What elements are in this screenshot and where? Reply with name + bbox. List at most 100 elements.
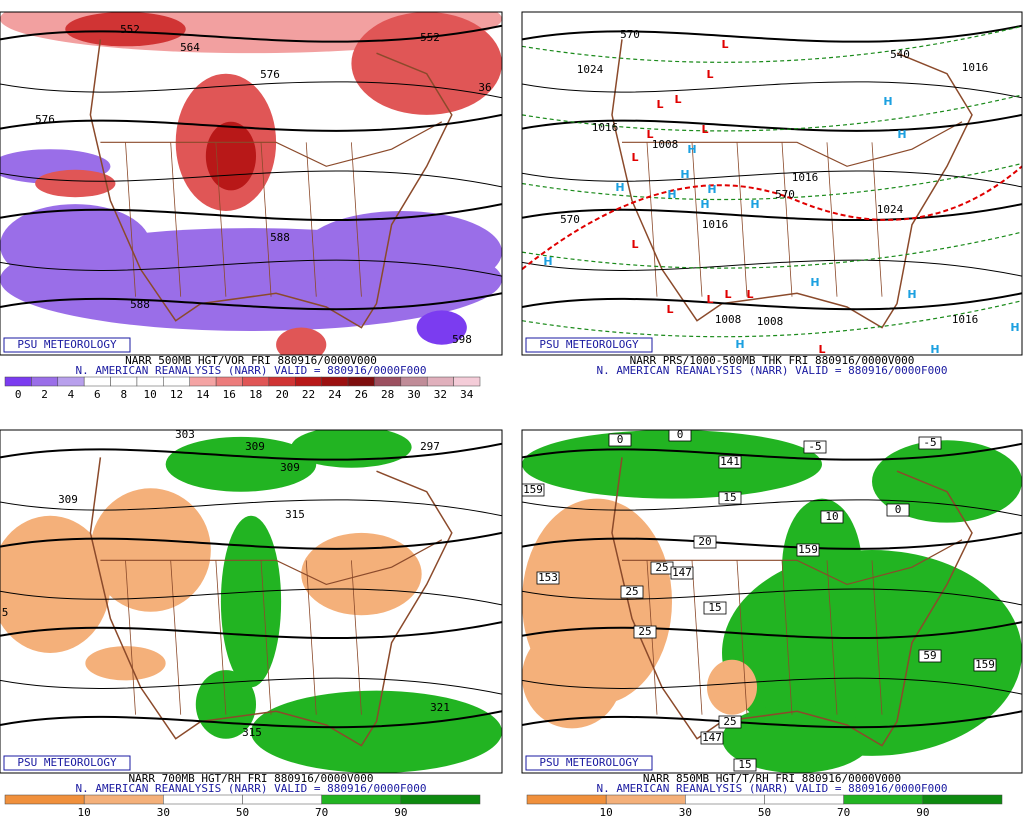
state-line (736, 142, 748, 297)
legend-label: 30 (407, 388, 420, 401)
contour-label: 1016 (962, 61, 989, 74)
label-box (718, 491, 742, 505)
contour (0, 588, 502, 606)
contour (0, 442, 502, 461)
contour-label: 321 (430, 701, 450, 714)
legend-swatch (83, 794, 164, 805)
contour-label: 1024 (577, 63, 604, 76)
contour (522, 292, 1022, 311)
panel-title: NARR 850MB HGT/T/RH FRI 880916/0000V000 (643, 772, 901, 785)
legend-swatch (83, 376, 111, 387)
shaded-area (291, 430, 412, 468)
contour (522, 621, 1022, 640)
state-line (691, 142, 703, 297)
state-line (215, 560, 227, 715)
legend-swatch (843, 794, 924, 805)
legend-label: 16 (223, 388, 236, 401)
source-box (3, 755, 131, 771)
shaded-area (872, 440, 1022, 523)
legend-swatch (526, 794, 607, 805)
shaded-area (251, 690, 502, 773)
legend-swatch (685, 794, 765, 805)
label-box (693, 535, 717, 549)
source-box (525, 755, 653, 771)
legend-label: 50 (758, 806, 771, 819)
high-marker: H (735, 338, 744, 351)
shaded-area (522, 430, 822, 499)
contour (0, 81, 502, 99)
contour-label: 576 (35, 113, 55, 126)
label-box (536, 571, 560, 585)
low-marker: L (666, 303, 673, 316)
legend-label: 10 (78, 806, 91, 819)
contour (0, 259, 502, 277)
map: 309 309 303 309 315 297 321 315 5 (0, 428, 502, 773)
legend-label: 28 (381, 388, 394, 401)
high-marker: H (543, 255, 552, 268)
shaded-area (707, 659, 757, 715)
legend-swatch (163, 376, 190, 387)
shaded-area (0, 515, 111, 653)
state-line (691, 560, 703, 715)
legend-swatch (295, 376, 322, 387)
contour-label: 552 (420, 31, 440, 44)
contour (0, 499, 502, 517)
label-box (620, 585, 644, 599)
contour-label: 25 (723, 715, 736, 728)
shaded-area (0, 204, 151, 287)
label-box (886, 503, 910, 517)
contour (522, 113, 1022, 132)
label-box (718, 455, 742, 469)
high-marker: H (667, 188, 676, 201)
label-box (668, 430, 692, 442)
label-box (608, 433, 632, 447)
shaded-area (205, 121, 257, 191)
coastline (89, 457, 453, 747)
contour (0, 113, 502, 132)
contour-label: 147 (672, 566, 692, 579)
legend-label: 18 (249, 388, 262, 401)
label-box (796, 543, 820, 557)
contour-label: 564 (180, 41, 200, 54)
legend-label: 12 (170, 388, 183, 401)
legend-swatch (605, 794, 686, 805)
low-marker: L (746, 288, 753, 301)
contour-label: 20 (698, 535, 711, 548)
contour-label: 1016 (952, 313, 979, 326)
contour (0, 170, 502, 188)
border (622, 121, 963, 167)
contour-label: 59 (923, 649, 936, 662)
shaded-area (165, 436, 317, 492)
state-line (781, 560, 793, 715)
low-marker: L (656, 98, 663, 111)
legend-label: 14 (196, 388, 210, 401)
legend-label: 8 (120, 388, 127, 401)
map: 159 153 141 15 25 25 25 15 147 20 10 -5 -5 0 0 0 159 159 5… (522, 428, 1022, 773)
shaded-area (301, 210, 502, 294)
panel-subtitle: N. AMERICAN REANALYSIS (NARR) VALID = 88… (76, 364, 427, 377)
legend-swatch (764, 794, 844, 805)
contour-label: 576 (260, 68, 280, 81)
label-box (918, 649, 942, 663)
legend-label: 70 (315, 806, 328, 819)
high-marker: H (750, 198, 759, 211)
legend-swatch (321, 794, 402, 805)
border (100, 539, 443, 586)
legend-swatch (400, 794, 481, 805)
contour-label: 303 (175, 428, 195, 441)
map: 552 564 576 552 576 588 588 598 36 (0, 12, 502, 355)
map-frame (521, 429, 1023, 774)
contour-label: 15 (723, 491, 736, 504)
legend-label: 34 (460, 388, 474, 401)
legend-label: 20 (275, 388, 288, 401)
contour-label: 0 (677, 428, 684, 441)
contour-label: 588 (270, 231, 290, 244)
contour-label: 0 (617, 433, 624, 446)
contour-label: -5 (923, 436, 936, 449)
contour (0, 710, 502, 729)
contour-label: 309 (280, 461, 300, 474)
state-line (781, 142, 793, 297)
map-frame (521, 11, 1023, 356)
contour-label: 1008 (757, 315, 784, 328)
high-marker: H (907, 288, 916, 301)
